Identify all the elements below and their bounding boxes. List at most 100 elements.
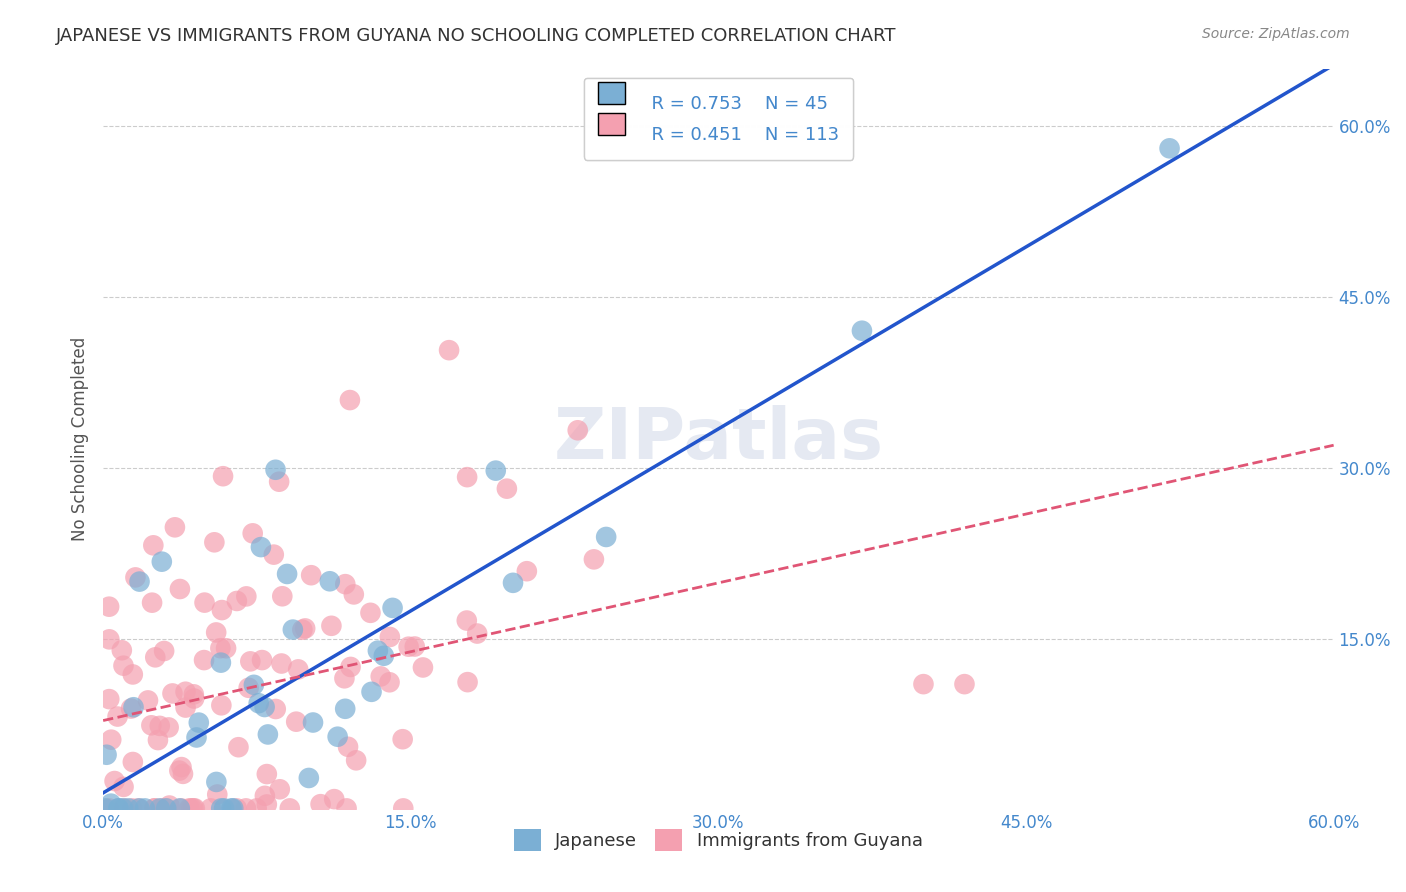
Point	[143, 801, 166, 815]
Point	[100, 732, 122, 747]
Point	[103, 774, 125, 789]
Point	[502, 575, 524, 590]
Point	[221, 801, 243, 815]
Point	[112, 801, 135, 815]
Point	[146, 733, 169, 747]
Point	[367, 643, 389, 657]
Point	[141, 718, 163, 732]
Point	[291, 623, 314, 637]
Point	[186, 731, 208, 745]
Point	[437, 343, 460, 358]
Point	[153, 644, 176, 658]
Point	[360, 685, 382, 699]
Point	[242, 526, 264, 541]
Point	[98, 599, 121, 614]
Point	[157, 798, 180, 813]
Point	[270, 657, 292, 671]
Point	[370, 669, 392, 683]
Point	[121, 755, 143, 769]
Point	[141, 596, 163, 610]
Point	[253, 700, 276, 714]
Point	[205, 775, 228, 789]
Point	[211, 603, 233, 617]
Point	[169, 801, 191, 815]
Point	[124, 570, 146, 584]
Point	[281, 623, 304, 637]
Point	[269, 782, 291, 797]
Point	[247, 696, 270, 710]
Point	[256, 767, 278, 781]
Point	[851, 324, 873, 338]
Point	[339, 393, 361, 408]
Point	[391, 732, 413, 747]
Point	[112, 780, 135, 794]
Point	[209, 656, 232, 670]
Point	[107, 709, 129, 723]
Point	[256, 797, 278, 812]
Point	[162, 686, 184, 700]
Point	[309, 797, 332, 812]
Point	[174, 700, 197, 714]
Point	[264, 702, 287, 716]
Point	[127, 801, 149, 815]
Point	[225, 594, 247, 608]
Point	[271, 589, 294, 603]
Point	[150, 801, 173, 815]
Point	[344, 753, 367, 767]
Point	[235, 590, 257, 604]
Point	[111, 801, 134, 815]
Point	[222, 801, 245, 815]
Point	[184, 801, 207, 815]
Point	[155, 801, 177, 815]
Point	[209, 698, 232, 713]
Point	[143, 650, 166, 665]
Point	[107, 801, 129, 815]
Text: JAPANESE VS IMMIGRANTS FROM GUYANA NO SCHOOLING COMPLETED CORRELATION CHART: JAPANESE VS IMMIGRANTS FROM GUYANA NO SC…	[56, 27, 897, 45]
Point	[337, 739, 360, 754]
Point	[187, 715, 209, 730]
Point	[392, 801, 415, 815]
Point	[205, 625, 228, 640]
Point	[149, 719, 172, 733]
Point	[246, 801, 269, 815]
Point	[157, 721, 180, 735]
Point	[378, 630, 401, 644]
Point	[169, 582, 191, 596]
Point	[465, 626, 488, 640]
Point	[209, 801, 232, 815]
Point	[326, 730, 349, 744]
Point	[228, 740, 250, 755]
Point	[238, 681, 260, 695]
Point	[278, 801, 301, 815]
Point	[215, 641, 238, 656]
Point	[183, 687, 205, 701]
Point	[319, 574, 342, 589]
Point	[207, 788, 229, 802]
Point	[456, 614, 478, 628]
Point	[299, 568, 322, 582]
Point	[1159, 141, 1181, 155]
Point	[174, 684, 197, 698]
Point	[953, 677, 976, 691]
Point	[496, 482, 519, 496]
Point	[134, 801, 156, 815]
Point	[485, 464, 508, 478]
Point	[264, 463, 287, 477]
Point	[257, 727, 280, 741]
Point	[98, 692, 121, 706]
Point	[378, 675, 401, 690]
Point	[343, 587, 366, 601]
Point	[516, 564, 538, 578]
Point	[98, 801, 121, 815]
Point	[212, 801, 235, 815]
Point	[117, 801, 139, 815]
Point	[181, 801, 204, 815]
Point	[94, 801, 117, 815]
Point	[269, 475, 291, 489]
Point	[250, 540, 273, 554]
Point	[336, 801, 359, 815]
Point	[225, 801, 247, 815]
Point	[239, 654, 262, 668]
Point	[121, 801, 143, 815]
Point	[120, 701, 142, 715]
